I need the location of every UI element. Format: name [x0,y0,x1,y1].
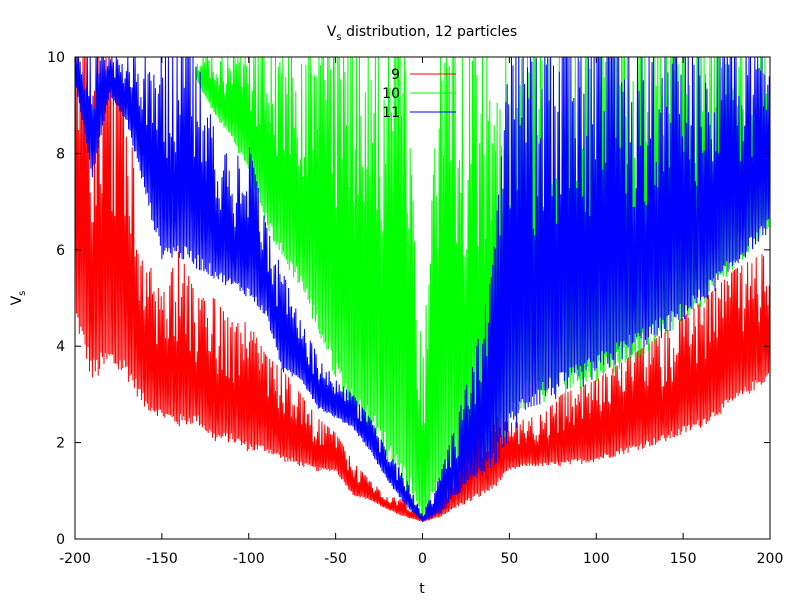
x-tick-label: 0 [418,551,427,567]
x-tick-label: 200 [757,551,784,567]
x-tick-label: -100 [233,551,265,567]
y-tick-label: 8 [56,146,65,162]
y-tick-label: 6 [56,243,65,259]
x-axis-label: t [419,581,425,597]
legend-label-9: 9 [391,67,400,83]
series-line-11 [75,57,770,523]
axis-ticks: -200 -150 -100 -50 0 50 100 150 200 0 2 4 6 8 10 [47,50,783,567]
y-tick-label: 10 [47,50,65,66]
y-axis-label: Vs [9,291,28,306]
x-tick-label: -200 [59,551,91,567]
legend-label-10: 10 [382,86,400,102]
y-tick-label: 2 [56,436,65,452]
legend-label-11: 11 [382,105,400,121]
x-tick-label: -150 [146,551,178,567]
chart-title: Vs distribution, 12 particles [327,24,517,43]
plot-area [75,57,770,523]
x-tick-label: 100 [583,551,610,567]
x-tick-label: 50 [500,551,518,567]
y-tick-label: 0 [56,532,65,548]
x-tick-label: 150 [670,551,697,567]
y-tick-label: 4 [56,339,65,355]
x-tick-label: -50 [324,551,347,567]
legend: 9 10 11 [382,67,456,121]
